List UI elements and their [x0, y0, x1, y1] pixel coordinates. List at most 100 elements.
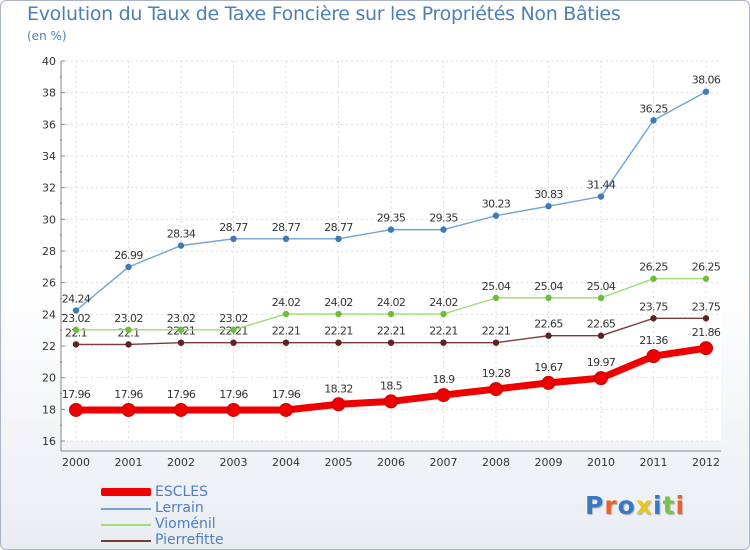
data-label-escles: 21.36 — [639, 334, 668, 347]
y-tick-label: 34 — [42, 150, 56, 163]
data-point-pierrefitte — [72, 341, 80, 348]
x-tick-label: 2005 — [325, 456, 353, 469]
data-label-pierrefitte: 22.21 — [272, 325, 301, 338]
data-point-pierrefitte — [230, 339, 237, 346]
data-point-viomnil — [545, 294, 552, 302]
data-label-escles: 18.5 — [380, 379, 403, 392]
data-label-pierrefitte: 22.21 — [324, 325, 353, 338]
data-point-escles — [121, 402, 136, 417]
data-point-lerrain — [282, 235, 290, 243]
data-label-pierrefitte: 23.75 — [639, 300, 668, 313]
y-tick-label: 24 — [42, 308, 56, 321]
x-tick-label: 2001 — [115, 456, 143, 469]
data-point-lerrain — [650, 117, 657, 124]
data-label-escles: 17.96 — [114, 388, 143, 401]
data-label-viomnil: 24.02 — [324, 296, 353, 309]
y-tick-label: 22 — [42, 340, 56, 353]
data-point-viomnil — [125, 326, 132, 334]
data-point-escles — [436, 388, 451, 403]
data-point-lerrain — [440, 226, 447, 233]
data-label-pierrefitte: 22.21 — [429, 325, 458, 338]
data-label-pierrefitte: 22.21 — [482, 325, 511, 338]
data-label-viomnil: 23.02 — [114, 312, 143, 325]
data-point-viomnil — [230, 326, 237, 334]
data-point-escles — [384, 394, 398, 409]
data-point-pierrefitte — [177, 339, 185, 346]
x-tick-label: 2008 — [482, 456, 510, 469]
data-point-viomnil — [72, 326, 80, 334]
data-label-escles: 17.96 — [272, 388, 301, 401]
data-point-pierrefitte — [125, 341, 132, 348]
data-label-viomnil: 25.04 — [534, 280, 563, 293]
data-point-pierrefitte — [597, 332, 605, 339]
data-label-viomnil: 25.04 — [482, 280, 511, 293]
data-label-escles: 18.9 — [432, 373, 455, 386]
chart-title: Evolution du Taux de Taxe Foncière sur l… — [27, 3, 621, 25]
data-point-pierrefitte — [545, 332, 552, 339]
legend-swatch-viomenil — [101, 524, 151, 526]
data-point-viomnil — [492, 294, 500, 302]
data-point-viomnil — [387, 310, 395, 318]
data-label-viomnil: 24.02 — [429, 296, 458, 309]
data-label-viomnil: 24.02 — [272, 296, 301, 309]
data-point-lerrain — [702, 88, 710, 95]
legend-label-pierrefitte: Pierrefitte — [155, 532, 224, 548]
data-point-lerrain — [492, 212, 500, 219]
x-tick-label: 2010 — [587, 456, 615, 469]
data-point-escles — [594, 371, 608, 386]
data-label-escles: 17.96 — [62, 388, 91, 401]
data-point-lerrain — [230, 235, 237, 243]
y-tick-label: 26 — [42, 277, 56, 290]
data-label-lerrain: 31.44 — [587, 179, 616, 192]
y-tick-label: 20 — [42, 372, 56, 385]
data-point-escles — [226, 402, 241, 417]
y-tick-label: 40 — [42, 55, 56, 68]
data-label-viomnil: 25.04 — [587, 280, 616, 293]
data-point-lerrain — [545, 202, 552, 210]
data-point-lerrain — [597, 193, 605, 200]
data-label-escles: 19.97 — [587, 356, 616, 369]
data-point-viomnil — [177, 326, 185, 334]
y-tick-label: 32 — [42, 182, 56, 195]
data-label-lerrain: 30.83 — [534, 188, 563, 201]
data-label-lerrain: 28.77 — [272, 221, 301, 234]
data-point-escles — [541, 375, 556, 390]
legend-label-escles: ESCLES — [155, 484, 209, 500]
data-label-pierrefitte: 23.75 — [692, 300, 721, 313]
data-point-escles — [279, 402, 293, 417]
data-label-lerrain: 38.06 — [692, 74, 721, 87]
data-point-lerrain — [72, 307, 80, 314]
x-tick-label: 2002 — [167, 456, 195, 469]
data-point-escles — [699, 341, 713, 356]
proxiti-logo: Proxiti — [585, 491, 686, 520]
legend-swatch-lerrain — [101, 508, 151, 510]
y-tick-label: 18 — [42, 403, 56, 416]
data-label-pierrefitte: 22.21 — [377, 325, 406, 338]
data-point-pierrefitte — [650, 315, 657, 322]
legend-swatch-pierrefitte — [101, 540, 151, 542]
data-point-lerrain — [335, 235, 342, 243]
x-tick-label: 2006 — [377, 456, 405, 469]
data-label-escles: 21.86 — [692, 326, 721, 339]
data-point-escles — [331, 397, 346, 412]
y-tick-label: 16 — [42, 435, 56, 448]
data-label-lerrain: 28.34 — [167, 228, 196, 241]
data-label-lerrain: 29.35 — [377, 212, 406, 225]
data-point-lerrain — [177, 242, 185, 249]
x-tick-label: 2011 — [640, 456, 668, 469]
data-label-pierrefitte: 22.65 — [534, 318, 563, 331]
data-label-lerrain: 29.35 — [429, 212, 458, 225]
data-point-pierrefitte — [335, 339, 342, 346]
data-point-pierrefitte — [702, 315, 710, 322]
data-label-viomnil: 24.02 — [377, 296, 406, 309]
y-tick-label: 30 — [42, 213, 56, 226]
data-point-pierrefitte — [440, 339, 447, 346]
data-label-lerrain: 26.99 — [114, 249, 143, 262]
data-point-lerrain — [125, 263, 132, 271]
data-label-lerrain: 30.23 — [482, 198, 511, 211]
y-tick-label: 38 — [42, 87, 56, 100]
data-label-viomnil: 23.02 — [219, 312, 248, 325]
data-label-lerrain: 28.77 — [324, 221, 353, 234]
